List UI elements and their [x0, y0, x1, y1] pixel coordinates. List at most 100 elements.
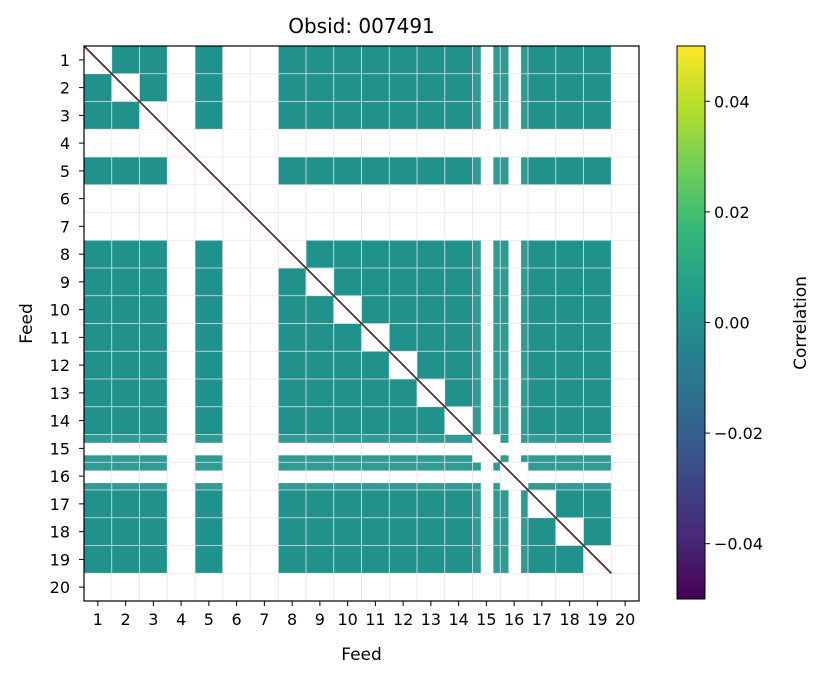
heatmap-cell	[417, 517, 446, 546]
x-tick-label: 7	[259, 610, 269, 629]
heatmap-cell	[417, 406, 446, 435]
heatmap-cell	[333, 379, 362, 408]
heatmap-cell	[389, 406, 418, 435]
heatmap-cell	[111, 406, 140, 435]
heatmap-cell	[361, 240, 390, 269]
x-tick-label: 10	[337, 610, 357, 629]
heatmap-cell	[361, 73, 390, 102]
y-tick-label: 16	[50, 467, 70, 486]
heatmap-cell	[84, 295, 113, 324]
heatmap-cell	[306, 517, 335, 546]
y-axis-label: Feed	[17, 303, 37, 344]
heatmap-cell	[528, 406, 557, 435]
heatmap-cell	[583, 379, 612, 408]
heatmap-cell	[333, 406, 362, 435]
x-tick-label: 3	[148, 610, 158, 629]
heatmap-cell	[361, 157, 390, 186]
heatmap-cell	[278, 351, 307, 380]
colorbar-ticks: 0.04 0.02 0.00 −0.02 −0.04	[705, 92, 763, 554]
heatmap-cell	[139, 351, 168, 380]
heatmap-cell	[139, 73, 168, 102]
heatmap-cell	[278, 517, 307, 546]
heatmap-cell	[389, 101, 418, 130]
heatmap-cell	[528, 46, 557, 75]
heatmap-cell	[417, 73, 446, 102]
x-tick-label: 2	[121, 610, 131, 629]
heatmap-cell	[417, 268, 446, 297]
heatmap-cell	[528, 240, 557, 269]
heatmap-cell	[139, 323, 168, 352]
heatmap-cell	[389, 517, 418, 546]
heatmap-cell	[555, 323, 584, 352]
heatmap-cell	[444, 545, 473, 574]
y-tick-label: 2	[60, 79, 70, 98]
heatmap-cell	[389, 240, 418, 269]
heatmap-cell	[333, 157, 362, 186]
heatmap-cell	[195, 351, 224, 380]
heatmap-cell	[361, 295, 390, 324]
heatmap-cell	[306, 545, 335, 574]
heatmap-cell	[444, 490, 473, 519]
y-tick-label: 7	[60, 217, 70, 236]
x-tick-label: 8	[287, 610, 297, 629]
heatmap-cell	[333, 240, 362, 269]
heatmap-cell	[389, 46, 418, 75]
x-tick-label: 15	[476, 610, 496, 629]
heatmap-cell	[306, 323, 335, 352]
colorbar: 0.04 0.02 0.00 −0.02 −0.04 Correlation	[676, 45, 811, 600]
heatmap-cell	[111, 268, 140, 297]
heatmap-cell	[583, 351, 612, 380]
diagonal	[83, 45, 612, 574]
x-tick-label: 17	[532, 610, 552, 629]
heatmap-cell	[417, 240, 446, 269]
x-tick-label: 13	[421, 610, 441, 629]
heatmap-cell	[333, 268, 362, 297]
heatmap-cell	[333, 517, 362, 546]
heatmap-cell	[528, 379, 557, 408]
heatmap-cell	[528, 101, 557, 130]
heatmap-cell	[111, 545, 140, 574]
heatmap-cell	[139, 268, 168, 297]
heatmap-cell	[111, 323, 140, 352]
y-tick-label: 9	[60, 273, 70, 292]
heatmap-cell	[333, 323, 362, 352]
y-tick-label: 10	[50, 301, 70, 320]
heatmap-cell	[555, 101, 584, 130]
heatmap-cell	[195, 406, 224, 435]
heatmap-cell	[444, 351, 473, 380]
heatmap-cell	[389, 157, 418, 186]
x-tick-label: 14	[448, 610, 468, 629]
heatmap-cell	[306, 406, 335, 435]
heatmap-cell	[444, 295, 473, 324]
heatmap-cell	[555, 268, 584, 297]
heatmap-cell	[195, 517, 224, 546]
heatmap-cell	[583, 323, 612, 352]
heatmap-cell	[278, 545, 307, 574]
heatmap-cell	[306, 157, 335, 186]
heatmap-cell	[583, 295, 612, 324]
heatmap-cell	[278, 406, 307, 435]
heatmap-cell	[139, 295, 168, 324]
x-tick-label: 18	[559, 610, 579, 629]
heatmap-cell	[333, 73, 362, 102]
heatmap-cell	[583, 490, 612, 519]
heatmap-cell	[306, 490, 335, 519]
heatmap-cell	[278, 268, 307, 297]
colorbar-label: Correlation	[791, 276, 811, 370]
heatmap-cell	[111, 517, 140, 546]
heatmap-cell	[139, 240, 168, 269]
heatmap-cell	[111, 351, 140, 380]
heatmap-cell	[555, 73, 584, 102]
heatmap-cell	[195, 240, 224, 269]
y-tick-label: 1	[60, 51, 70, 70]
heatmap-cell	[361, 406, 390, 435]
heatmap-cell	[306, 73, 335, 102]
heatmap-cell	[583, 268, 612, 297]
heatmap-cell	[111, 101, 140, 130]
x-tick-label: 9	[315, 610, 325, 629]
heatmap-cell	[84, 268, 113, 297]
heatmap-cell	[84, 406, 113, 435]
heatmap-cell	[306, 351, 335, 380]
heatmap-cell	[444, 379, 473, 408]
